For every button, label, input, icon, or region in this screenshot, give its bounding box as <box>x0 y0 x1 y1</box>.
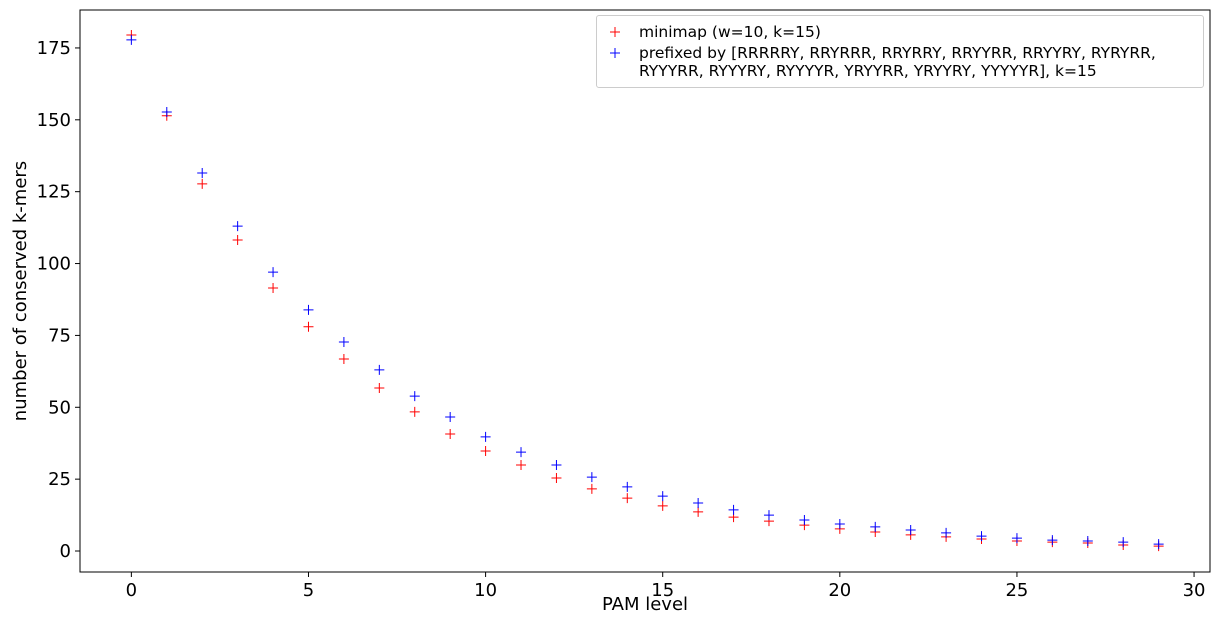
point <box>941 527 952 538</box>
x-tick-label: 0 <box>126 580 137 601</box>
y-tick-label: 25 <box>48 469 71 490</box>
point <box>763 510 774 521</box>
point <box>303 304 314 315</box>
legend-marker-symbol <box>610 27 620 37</box>
point <box>232 234 243 245</box>
point <box>374 383 385 394</box>
point <box>622 481 633 492</box>
legend-entry: minimap (w=10, k=15) <box>605 23 1195 41</box>
point <box>657 491 668 502</box>
legend-marker <box>610 48 620 58</box>
point <box>622 493 633 504</box>
point <box>197 178 208 189</box>
point <box>268 282 279 293</box>
legend-entry: prefixed by [RRRRRY, RRYRRR, RRYRRY, RRY… <box>605 44 1195 80</box>
point <box>1118 537 1129 548</box>
x-tick-label: 15 <box>651 580 674 601</box>
y-tick-label: 150 <box>37 110 71 131</box>
point <box>480 445 491 456</box>
point <box>409 406 420 417</box>
point <box>338 337 349 348</box>
legend-marker-symbol <box>610 48 620 58</box>
point <box>338 353 349 364</box>
point <box>445 412 456 423</box>
legend-label: minimap (w=10, k=15) <box>639 23 821 41</box>
y-tick-label: 50 <box>48 397 71 418</box>
point <box>1047 535 1058 546</box>
point <box>870 521 881 532</box>
x-tick-label: 20 <box>828 580 851 601</box>
point <box>409 391 420 402</box>
point <box>161 107 172 118</box>
point <box>551 472 562 483</box>
point <box>1153 539 1164 550</box>
point <box>657 500 668 511</box>
point <box>693 506 704 517</box>
y-tick-label: 100 <box>37 254 71 275</box>
legend-label: prefixed by [RRRRRY, RRYRRR, RRYRRY, RRY… <box>639 44 1156 80</box>
point <box>834 518 845 529</box>
x-tick-label: 25 <box>1005 580 1028 601</box>
point <box>586 472 597 483</box>
point <box>799 514 810 525</box>
y-tick-label: 75 <box>48 325 71 346</box>
point <box>976 531 987 542</box>
legend-marker <box>610 27 620 37</box>
point <box>480 431 491 442</box>
point <box>303 321 314 332</box>
point <box>905 525 916 536</box>
point <box>551 460 562 471</box>
point <box>268 267 279 278</box>
point <box>516 447 527 458</box>
point <box>232 221 243 232</box>
point <box>516 460 527 471</box>
point <box>126 34 137 45</box>
point <box>693 498 704 509</box>
point <box>1082 535 1093 546</box>
y-tick-label: 0 <box>60 541 71 562</box>
x-tick-label: 5 <box>303 580 314 601</box>
point <box>1011 533 1022 544</box>
point <box>586 483 597 494</box>
point <box>445 429 456 440</box>
x-tick-label: 30 <box>1183 580 1206 601</box>
x-axis-label: PAM level <box>602 594 688 615</box>
y-tick-label: 175 <box>37 38 71 59</box>
y-axis-label: number of conserved k-mers <box>10 161 31 421</box>
y-tick-label: 125 <box>37 182 71 203</box>
x-tick-label: 10 <box>474 580 497 601</box>
legend: minimap (w=10, k=15) prefixed by [RRRRRY,… <box>596 15 1204 88</box>
point <box>374 364 385 375</box>
point <box>728 504 739 515</box>
point <box>197 167 208 178</box>
plot-frame <box>79 9 1211 573</box>
